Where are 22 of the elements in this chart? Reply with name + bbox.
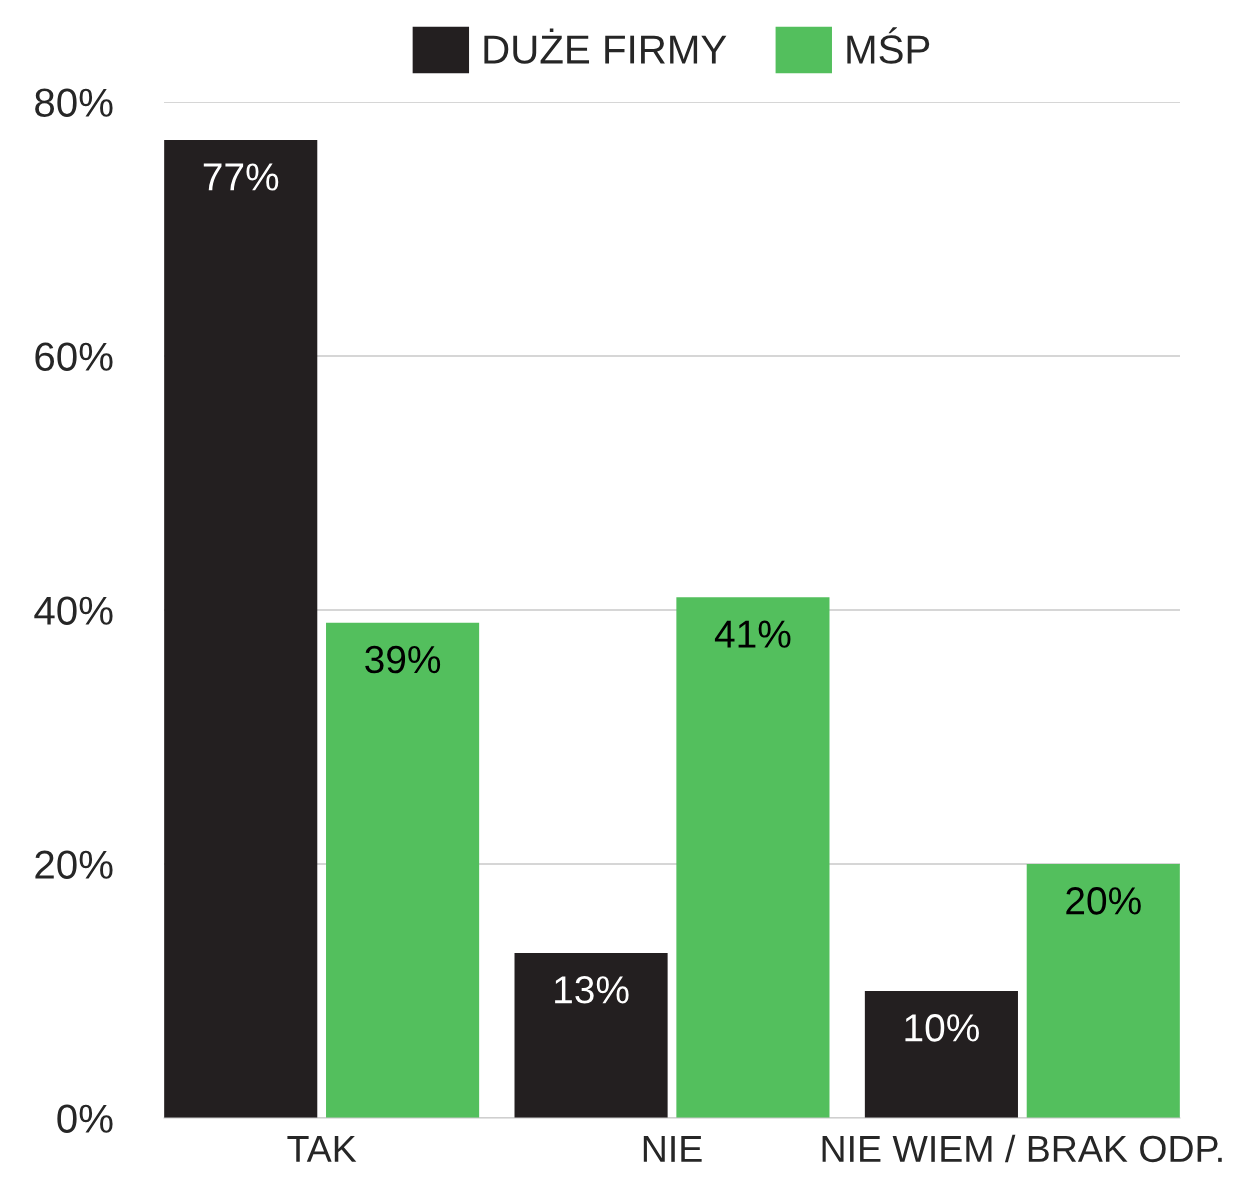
y-tick-label: 60% bbox=[35, 342, 113, 371]
bar bbox=[514, 952, 668, 1118]
legend-label: DUŻE FIRMY bbox=[484, 28, 727, 64]
data-label: 13% bbox=[555, 976, 629, 1004]
data-label: 39% bbox=[365, 645, 441, 674]
bar bbox=[326, 622, 480, 1118]
bar bbox=[1026, 864, 1180, 1118]
x-tick-label: NIE bbox=[643, 1136, 702, 1162]
bar bbox=[864, 991, 1018, 1118]
data-label: 77% bbox=[203, 163, 279, 191]
x-tick-label: NIE WIEM / BRAK ODP. bbox=[822, 1134, 1222, 1163]
data-label: 41% bbox=[714, 620, 791, 648]
y-tick-label: 80% bbox=[35, 88, 113, 117]
legend-label: MŚP bbox=[847, 27, 930, 64]
y-tick-label: 40% bbox=[34, 596, 113, 625]
data-label: 10% bbox=[905, 1014, 979, 1042]
y-tick-label: 20% bbox=[35, 850, 113, 879]
data-label: 20% bbox=[1066, 887, 1141, 915]
y-tick-label: 0% bbox=[57, 1104, 113, 1133]
x-tick-label: TAK bbox=[287, 1136, 357, 1162]
bar bbox=[164, 140, 318, 1118]
bar bbox=[676, 597, 830, 1118]
